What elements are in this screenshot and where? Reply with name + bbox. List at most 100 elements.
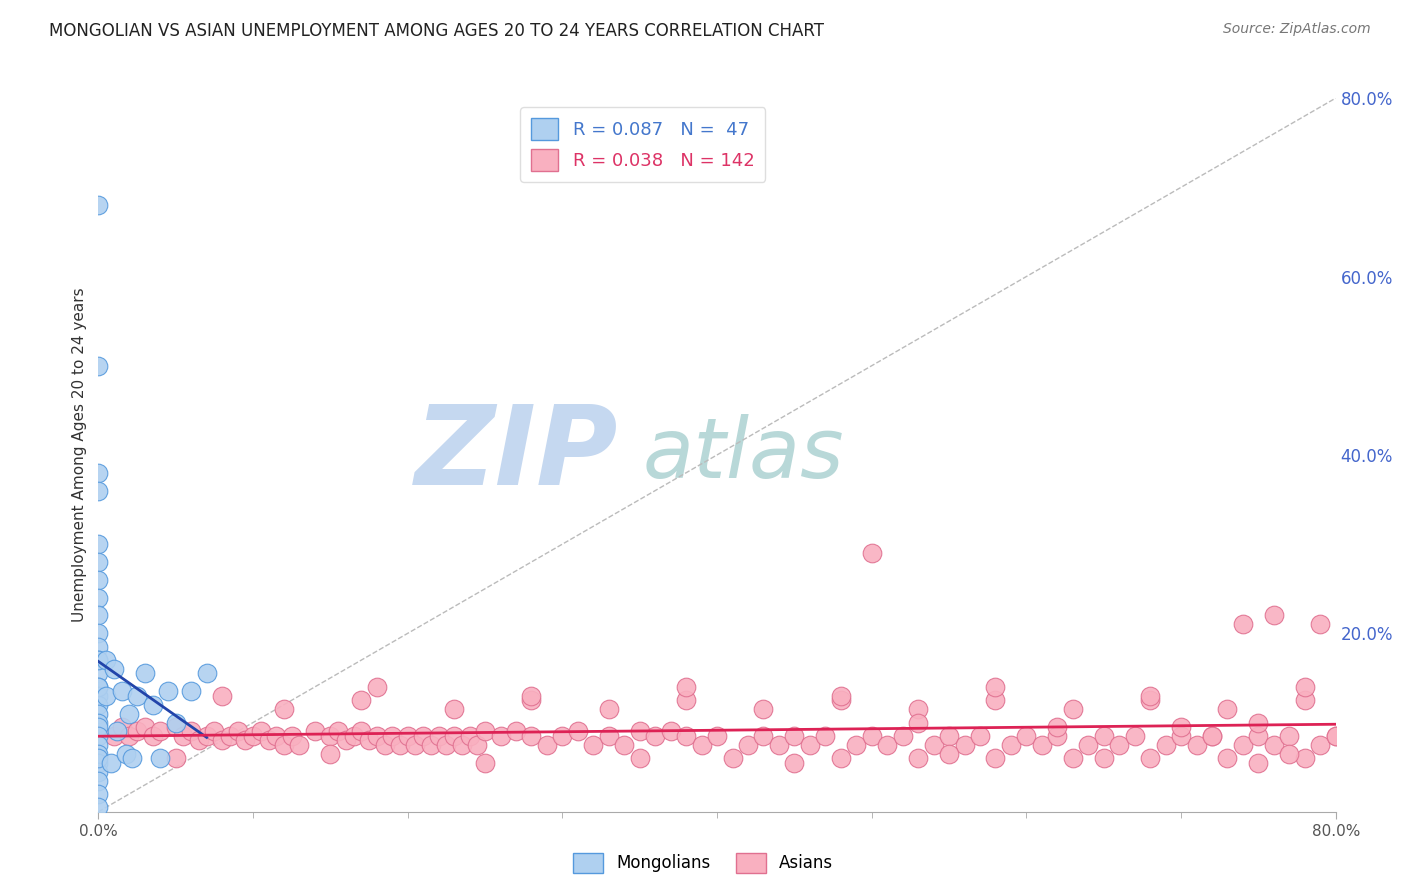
Point: [1170, 720, 1192, 734]
Point: [87, 483, 110, 498]
Point: [984, 693, 1007, 707]
Point: [458, 729, 481, 743]
Point: [1216, 751, 1239, 765]
Point: [165, 751, 187, 765]
Point: [281, 729, 304, 743]
Point: [953, 738, 976, 752]
Point: [1015, 729, 1038, 743]
Point: [1324, 729, 1347, 743]
Point: [219, 729, 242, 743]
Point: [381, 729, 404, 743]
Point: [1062, 751, 1084, 765]
Point: [830, 693, 852, 707]
Point: [520, 689, 543, 703]
Point: [675, 729, 697, 743]
Point: [1294, 751, 1316, 765]
Point: [737, 738, 759, 752]
Point: [118, 706, 141, 721]
Point: [396, 729, 419, 743]
Point: [87, 680, 110, 694]
Point: [450, 738, 472, 752]
Point: [520, 693, 543, 707]
Point: [1216, 702, 1239, 716]
Point: [335, 733, 357, 747]
Point: [830, 751, 852, 765]
Point: [613, 738, 636, 752]
Point: [598, 729, 620, 743]
Point: [87, 738, 110, 752]
Point: [443, 729, 465, 743]
Point: [127, 689, 149, 703]
Point: [505, 724, 527, 739]
Point: [891, 729, 914, 743]
Point: [121, 751, 143, 765]
Point: [1123, 729, 1146, 743]
Point: [87, 608, 110, 623]
Point: [111, 720, 134, 734]
Point: [211, 689, 233, 703]
Point: [1139, 689, 1161, 703]
Point: [134, 720, 156, 734]
Point: [87, 698, 110, 712]
Point: [474, 756, 496, 770]
Point: [1031, 738, 1053, 752]
Point: [1062, 702, 1084, 716]
Point: [644, 729, 666, 743]
Point: [1170, 729, 1192, 743]
Point: [969, 729, 991, 743]
Point: [907, 702, 929, 716]
Text: ZIP: ZIP: [415, 401, 619, 508]
Point: [783, 756, 806, 770]
Point: [87, 680, 110, 694]
Point: [536, 738, 558, 752]
Y-axis label: Unemployment Among Ages 20 to 24 years: Unemployment Among Ages 20 to 24 years: [72, 287, 87, 623]
Point: [266, 729, 288, 743]
Point: [567, 724, 589, 739]
Point: [1278, 729, 1301, 743]
Text: MONGOLIAN VS ASIAN UNEMPLOYMENT AMONG AGES 20 TO 24 YEARS CORRELATION CHART: MONGOLIAN VS ASIAN UNEMPLOYMENT AMONG AG…: [49, 22, 824, 40]
Point: [211, 733, 233, 747]
Point: [388, 738, 412, 752]
Point: [489, 729, 512, 743]
Legend: R = 0.087   N =  47, R = 0.038   N = 142: R = 0.087 N = 47, R = 0.038 N = 142: [520, 107, 765, 182]
Point: [87, 706, 110, 721]
Point: [752, 729, 775, 743]
Point: [860, 729, 883, 743]
Point: [188, 733, 211, 747]
Point: [226, 724, 249, 739]
Point: [551, 729, 574, 743]
Point: [142, 729, 165, 743]
Point: [860, 546, 883, 560]
Point: [87, 756, 110, 770]
Point: [1046, 720, 1069, 734]
Point: [165, 720, 187, 734]
Point: [830, 689, 852, 703]
Point: [1092, 751, 1115, 765]
Point: [87, 729, 110, 743]
Point: [87, 751, 110, 765]
Point: [87, 800, 110, 814]
Point: [598, 702, 620, 716]
Point: [1247, 715, 1270, 730]
Point: [87, 666, 110, 681]
Point: [149, 724, 172, 739]
Point: [103, 729, 125, 743]
Point: [1247, 756, 1270, 770]
Point: [474, 724, 496, 739]
Point: [319, 729, 342, 743]
Point: [1201, 729, 1223, 743]
Point: [235, 733, 257, 747]
Point: [443, 702, 465, 716]
Point: [427, 729, 450, 743]
Point: [1309, 617, 1331, 632]
Point: [768, 738, 790, 752]
Point: [87, 466, 110, 480]
Point: [250, 724, 273, 739]
Point: [173, 729, 195, 743]
Point: [690, 738, 713, 752]
Point: [1263, 608, 1285, 623]
Point: [938, 747, 960, 761]
Point: [876, 738, 898, 752]
Point: [204, 724, 226, 739]
Point: [984, 751, 1007, 765]
